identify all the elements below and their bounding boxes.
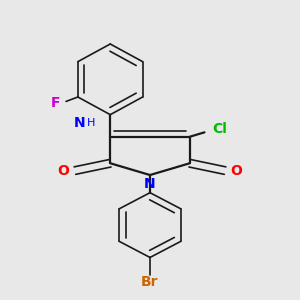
Text: O: O <box>230 164 242 178</box>
Text: O: O <box>58 164 70 178</box>
Text: Cl: Cl <box>212 122 227 136</box>
Text: N: N <box>144 176 156 190</box>
Text: H: H <box>87 118 95 128</box>
Text: F: F <box>51 96 60 110</box>
Text: N: N <box>74 116 85 130</box>
Text: Br: Br <box>141 275 159 289</box>
